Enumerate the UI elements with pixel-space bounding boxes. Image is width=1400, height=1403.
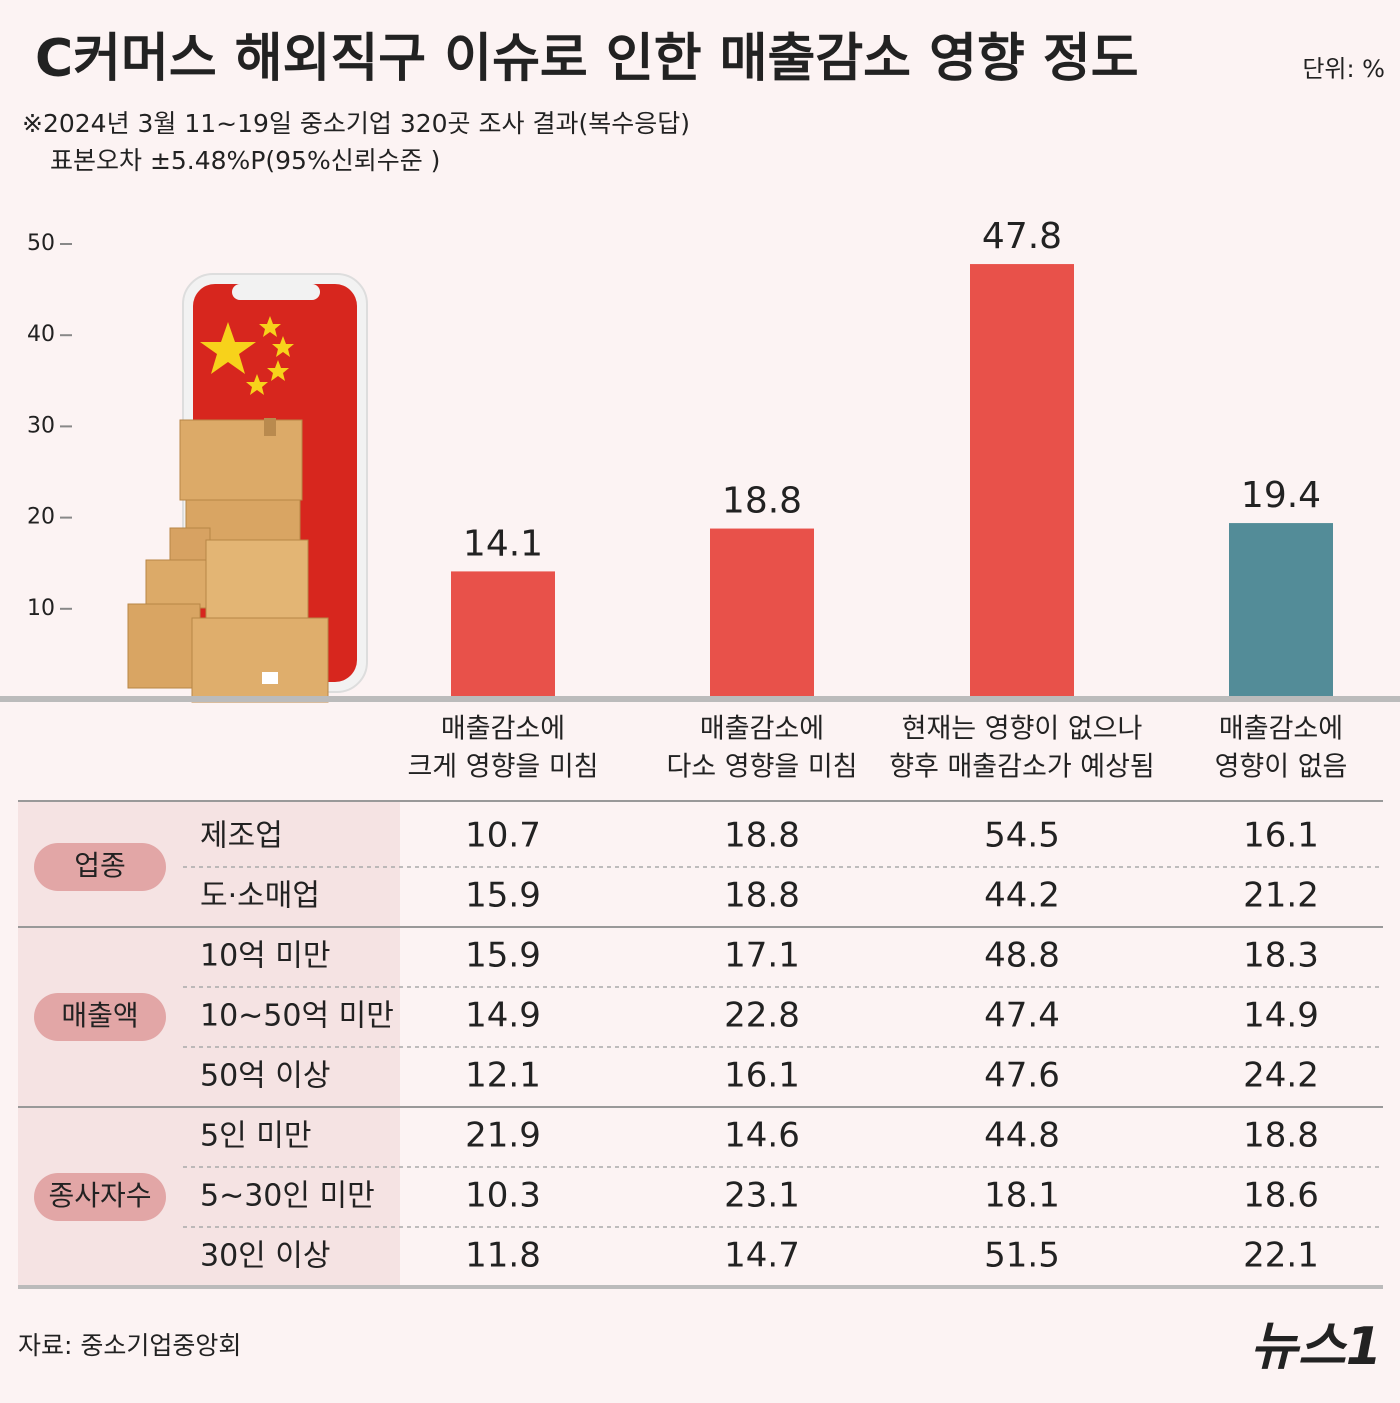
unit: 단위: %: [1302, 55, 1385, 83]
table-value: 14.9: [1243, 996, 1319, 1036]
y-tick-label: 30: [27, 413, 55, 438]
row-label: 제조업: [200, 819, 283, 854]
note: 표본오차 ±5.48%P(95%신뢰수준 ): [50, 146, 440, 175]
group-label: 매출액: [61, 999, 138, 1032]
table-value: 21.2: [1243, 876, 1319, 916]
y-tick-label: 40: [27, 322, 55, 347]
group-label: 업종: [74, 849, 126, 882]
y-tick-label: 20: [27, 505, 55, 530]
table-value: 18.1: [984, 1176, 1060, 1216]
table-value: 21.9: [465, 1116, 541, 1156]
table-value: 22.8: [724, 996, 800, 1036]
source: 자료: 중소기업중앙회: [18, 1331, 241, 1360]
row-label: 5인 미만: [200, 1119, 311, 1154]
table-value: 16.1: [724, 1056, 800, 1096]
table-value: 12.1: [465, 1056, 541, 1096]
x-tick-label: 현재는 영향이 없으나: [902, 714, 1143, 745]
chart-title: C커머스 해외직구 이슈로 인한 매출감소 영향 정도: [35, 29, 1139, 89]
table-value: 24.2: [1243, 1056, 1319, 1096]
y-tick-label: 10: [27, 596, 55, 621]
y-tick-label: 50: [27, 231, 55, 256]
table-value: 18.8: [1243, 1116, 1319, 1156]
x-tick-label: 매출감소에: [441, 714, 565, 745]
table-value: 18.3: [1243, 936, 1319, 976]
table-value: 54.5: [984, 816, 1060, 856]
group-label: 종사자수: [48, 1179, 151, 1212]
table-value: 14.7: [724, 1236, 800, 1276]
row-label: 도·소매업: [200, 879, 320, 914]
table-value: 14.6: [724, 1116, 800, 1156]
table-value: 47.6: [984, 1056, 1060, 1096]
x-tick-label: 영향이 없음: [1215, 752, 1348, 783]
table-value: 11.8: [465, 1236, 541, 1276]
baseline: [0, 696, 1400, 702]
note: ※2024년 3월 11~19일 중소기업 320곳 조사 결과(복수응답): [22, 109, 690, 138]
logo: 뉴스1: [1250, 1317, 1382, 1377]
table-value: 10.3: [465, 1176, 541, 1216]
table-value: 18.8: [724, 816, 800, 856]
table-value: 17.1: [724, 936, 800, 976]
table-value: 18.8: [724, 876, 800, 916]
table-value: 44.2: [984, 876, 1060, 916]
bar: [710, 528, 814, 700]
illustration: [127, 273, 368, 703]
table-value: 15.9: [465, 936, 541, 976]
table-value: 51.5: [984, 1236, 1060, 1276]
x-tick-label: 다소 영향을 미침: [666, 752, 857, 783]
data-label: 47.8: [982, 216, 1062, 257]
data-label: 19.4: [1241, 475, 1321, 516]
x-tick-label: 크게 영향을 미침: [407, 752, 598, 783]
group-pill: [34, 1173, 166, 1221]
row-label: 10억 미만: [200, 939, 331, 974]
table-value: 22.1: [1243, 1236, 1319, 1276]
table-value: 47.4: [984, 996, 1060, 1036]
table-value: 44.8: [984, 1116, 1060, 1156]
bar: [451, 571, 555, 700]
table-value: 14.9: [465, 996, 541, 1036]
group-pill: [34, 993, 166, 1041]
x-tick-label: 매출감소에: [700, 714, 824, 745]
bar: [1229, 523, 1333, 700]
table-value: 48.8: [984, 936, 1060, 976]
table-value: 23.1: [724, 1176, 800, 1216]
row-label: 5~30인 미만: [200, 1179, 375, 1214]
bar: [970, 264, 1074, 700]
group-pill: [34, 843, 166, 891]
x-tick-label: 향후 매출감소가 예상됨: [889, 752, 1155, 783]
data-label: 18.8: [722, 481, 802, 522]
table-value: 18.6: [1243, 1176, 1319, 1216]
table-value: 15.9: [465, 876, 541, 916]
row-label: 50억 이상: [200, 1059, 331, 1094]
row-label: 30인 이상: [200, 1239, 331, 1274]
data-label: 14.1: [463, 523, 543, 564]
table-value: 10.7: [465, 816, 541, 856]
x-tick-label: 매출감소에: [1219, 714, 1343, 745]
row-label: 10~50억 미만: [200, 999, 394, 1034]
table-value: 16.1: [1243, 816, 1319, 856]
